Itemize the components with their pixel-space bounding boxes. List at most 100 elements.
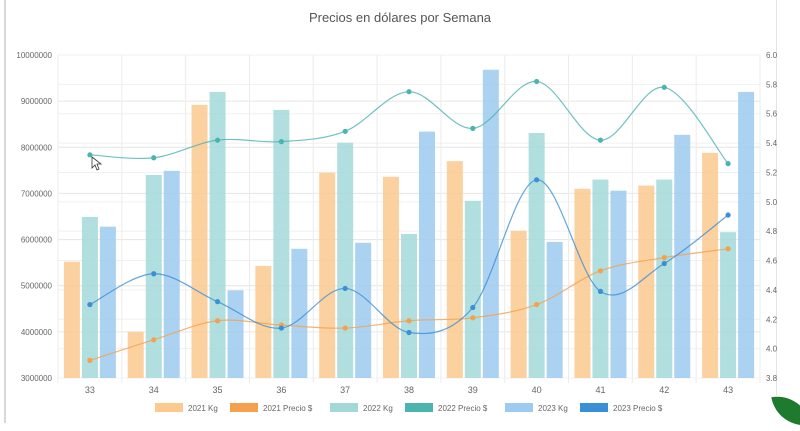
window-border xyxy=(4,0,6,423)
y-left-tick-label: 4000000 xyxy=(21,328,53,337)
legend-swatch xyxy=(155,403,183,412)
bar-2021-kg xyxy=(191,104,208,378)
point-2021-precio- xyxy=(214,318,221,324)
bar-2021-kg xyxy=(383,176,399,378)
x-tick-label: 34 xyxy=(149,385,159,395)
y-right-tick-label: 4.6 xyxy=(766,257,778,266)
point-2023-precio- xyxy=(278,325,284,331)
y-left-tick-label: 6000000 xyxy=(21,236,53,245)
bar-2023-kg xyxy=(355,242,372,378)
bar-2023-kg xyxy=(546,241,563,378)
point-2022-precio- xyxy=(534,78,540,85)
point-2021-precio- xyxy=(661,255,667,261)
point-2021-precio- xyxy=(151,337,157,343)
point-2022-precio- xyxy=(151,155,157,161)
bar-2021-kg xyxy=(63,261,80,378)
bar-2021-kg xyxy=(446,161,463,378)
x-tick-label: 42 xyxy=(659,385,669,395)
line-2023-precio- xyxy=(89,179,729,335)
bar-2023-kg xyxy=(738,91,755,379)
bar-2022-kg xyxy=(592,179,609,378)
point-2022-precio- xyxy=(87,152,93,158)
y-right-tick-label: 5.8 xyxy=(766,80,778,89)
bar-2022-kg xyxy=(337,142,354,378)
point-2021-precio- xyxy=(725,246,731,252)
legend-label: 2021 Precio $ xyxy=(263,404,313,413)
point-2021-precio- xyxy=(406,318,412,324)
point-2023-precio- xyxy=(214,299,221,305)
point-2023-precio- xyxy=(470,304,476,311)
x-tick-label: 43 xyxy=(723,385,733,395)
y-right-tick-label: 3.8 xyxy=(766,374,778,383)
legend-swatch xyxy=(580,403,608,412)
bar-2022-kg xyxy=(81,216,98,378)
bar-2022-kg xyxy=(401,234,417,378)
point-2022-precio- xyxy=(214,137,221,143)
bar-2022-kg xyxy=(720,232,737,378)
legend-label: 2022 Kg xyxy=(363,404,393,413)
legend-swatch xyxy=(405,403,433,412)
y-left-tick-label: 10000000 xyxy=(16,51,52,60)
point-2023-precio- xyxy=(342,285,348,292)
y-right-tick-label: 6.0 xyxy=(766,51,778,60)
point-2022-precio- xyxy=(342,128,348,134)
x-tick-label: 40 xyxy=(532,385,542,395)
bar-2021-kg xyxy=(127,331,144,378)
bar-2022-kg xyxy=(145,174,162,378)
bar-2022-kg xyxy=(209,91,226,379)
point-2023-precio- xyxy=(406,329,412,336)
y-left-tick-label: 5000000 xyxy=(21,282,53,291)
bar-2021-kg xyxy=(702,152,719,378)
point-2023-precio- xyxy=(534,177,540,183)
y-right-tick-label: 4.2 xyxy=(766,315,778,324)
x-tick-label: 41 xyxy=(595,385,605,395)
x-tick-label: 33 xyxy=(85,385,95,395)
bar-2022-kg xyxy=(528,132,545,378)
point-2022-precio- xyxy=(278,139,284,145)
bar-2022-kg xyxy=(273,109,290,378)
point-2023-precio- xyxy=(151,271,157,277)
window-border-right xyxy=(776,0,777,395)
y-right-tick-label: 4.0 xyxy=(766,345,778,354)
bar-2023-kg xyxy=(291,248,308,378)
bar-2022-kg xyxy=(464,200,481,378)
bar-2023-kg xyxy=(482,69,499,378)
x-tick-label: 37 xyxy=(340,385,350,395)
point-2022-precio- xyxy=(406,89,412,95)
y-right-tick-label: 4.8 xyxy=(766,227,778,236)
chart-title: Precios en dólares por Semana xyxy=(309,10,492,25)
y-right-tick-label: 5.2 xyxy=(766,168,778,177)
point-2023-precio- xyxy=(597,288,604,294)
legend-label: 2022 Precio $ xyxy=(438,404,488,413)
legend-label: 2023 Kg xyxy=(538,404,568,413)
point-2023-precio- xyxy=(661,260,667,267)
line-2022-precio- xyxy=(89,80,729,165)
bar-2022-kg xyxy=(656,179,673,378)
bar-2021-kg xyxy=(574,188,591,378)
bar-2023-kg xyxy=(99,226,116,378)
y-right-tick-label: 4.4 xyxy=(766,286,778,295)
y-left-tick-label: 8000000 xyxy=(21,143,53,152)
legend-swatch xyxy=(330,403,358,412)
bar-2021-kg xyxy=(255,265,272,378)
y-right-tick-label: 5.6 xyxy=(766,110,778,119)
bar-2023-kg xyxy=(610,190,627,378)
bar-2021-kg xyxy=(510,230,527,378)
y-left-tick-label: 9000000 xyxy=(21,97,53,106)
point-2022-precio- xyxy=(470,125,476,132)
point-2021-precio- xyxy=(597,268,604,274)
point-2021-precio- xyxy=(87,357,93,363)
legend-swatch xyxy=(230,403,258,412)
point-2022-precio- xyxy=(597,137,604,143)
legend-label: 2021 Kg xyxy=(188,404,218,413)
point-2022-precio- xyxy=(725,161,731,167)
x-tick-label: 35 xyxy=(213,385,223,395)
y-left-tick-label: 7000000 xyxy=(21,189,53,198)
y-left-tick-label: 3000000 xyxy=(21,374,53,383)
mouse-cursor-icon xyxy=(91,156,103,171)
point-2022-precio- xyxy=(661,84,667,90)
point-2021-precio- xyxy=(470,315,476,321)
y-right-tick-label: 5.0 xyxy=(766,198,778,207)
point-2021-precio- xyxy=(342,325,348,331)
